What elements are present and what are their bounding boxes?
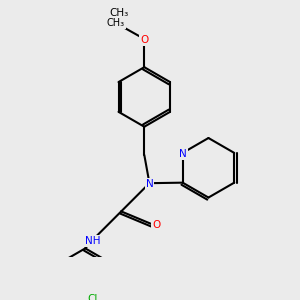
Text: O: O: [152, 220, 161, 230]
Text: CH₃: CH₃: [109, 8, 128, 18]
Text: Cl: Cl: [88, 294, 98, 300]
Text: N: N: [146, 179, 153, 189]
Text: O: O: [140, 35, 148, 45]
Text: NH: NH: [85, 236, 101, 246]
Text: O: O: [140, 35, 148, 45]
Text: CH₃: CH₃: [107, 18, 125, 28]
Text: N: N: [179, 149, 187, 159]
